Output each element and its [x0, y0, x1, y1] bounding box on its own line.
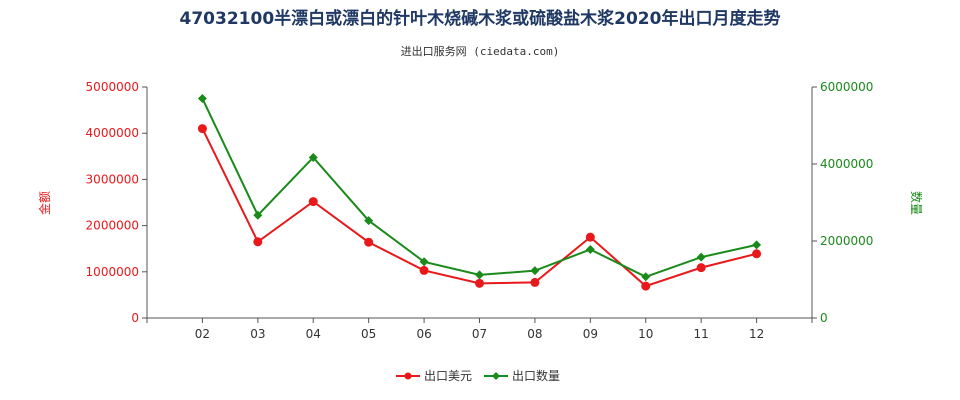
x-tick-label: 10 [638, 327, 653, 341]
series-line [201, 128, 757, 288]
data-point [253, 210, 263, 220]
data-point [419, 265, 429, 275]
legend-item-quantity[interactable]: 出口数量 [484, 368, 560, 383]
right-axis: 0 2000000 4000000 6000000 [812, 80, 873, 325]
x-tick-label: 07 [472, 327, 487, 341]
legend-label-quantity: 出口数量 [512, 368, 560, 383]
legend-marker-quantity [492, 372, 500, 380]
data-point [197, 94, 207, 104]
left-axis-title: 金额 [37, 191, 52, 215]
series-layer [197, 94, 762, 291]
right-tick-label: 4000000 [820, 157, 873, 171]
data-point [641, 272, 651, 282]
data-point [696, 252, 706, 262]
x-tick-label: 04 [306, 327, 321, 341]
data-point [752, 249, 762, 259]
data-point [530, 266, 540, 276]
x-tick-label: 05 [361, 327, 376, 341]
data-point [475, 270, 484, 280]
left-tick-label: 2000000 [86, 219, 139, 233]
data-point [308, 197, 318, 207]
x-tick-label: 09 [583, 327, 598, 341]
chart-title: 47032100半漂白或漂白的针叶木烧碱木浆或硫酸盐木浆2020年出口月度走势 [180, 8, 781, 29]
data-point [475, 278, 484, 288]
series-quantity [197, 94, 762, 282]
data-point [308, 152, 318, 162]
right-axis-title: 数量 [909, 191, 924, 215]
x-tick-label: 11 [694, 327, 709, 341]
x-tick-label: 06 [416, 327, 431, 341]
data-point [419, 257, 429, 267]
data-point [364, 237, 374, 247]
data-point [585, 244, 595, 254]
data-point [752, 240, 762, 250]
legend-item-usd[interactable]: 出口美元 [396, 369, 472, 383]
left-axis: 0 1000000 2000000 3000000 4000000 5000000 [86, 80, 147, 325]
data-point [364, 216, 374, 226]
legend-marker-usd [404, 372, 412, 380]
data-point [696, 263, 706, 273]
data-point [585, 232, 595, 242]
x-tick-label: 08 [527, 327, 542, 341]
series-line [201, 98, 757, 278]
x-axis: 02 03 04 05 06 07 08 09 10 11 12 [146, 318, 813, 341]
x-tick-label: 12 [749, 327, 764, 341]
x-tick-label: 02 [195, 327, 210, 341]
data-point [641, 281, 651, 291]
right-tick-label: 6000000 [820, 80, 873, 94]
legend: 出口美元 出口数量 [396, 368, 560, 383]
data-point [197, 124, 207, 134]
right-tick-label: 2000000 [820, 234, 873, 248]
left-tick-label: 3000000 [86, 172, 139, 186]
series-usd [197, 124, 762, 291]
data-point [253, 237, 263, 247]
left-tick-label: 0 [131, 311, 139, 325]
x-tick-label: 03 [250, 327, 265, 341]
left-tick-label: 4000000 [86, 126, 139, 140]
left-tick-label: 1000000 [86, 265, 139, 279]
right-tick-label: 0 [820, 311, 828, 325]
data-point [530, 277, 540, 287]
left-tick-label: 5000000 [86, 80, 139, 94]
legend-label-usd: 出口美元 [424, 369, 472, 383]
chart-subtitle: 进出口服务网 (ciedata.com) [401, 44, 560, 58]
